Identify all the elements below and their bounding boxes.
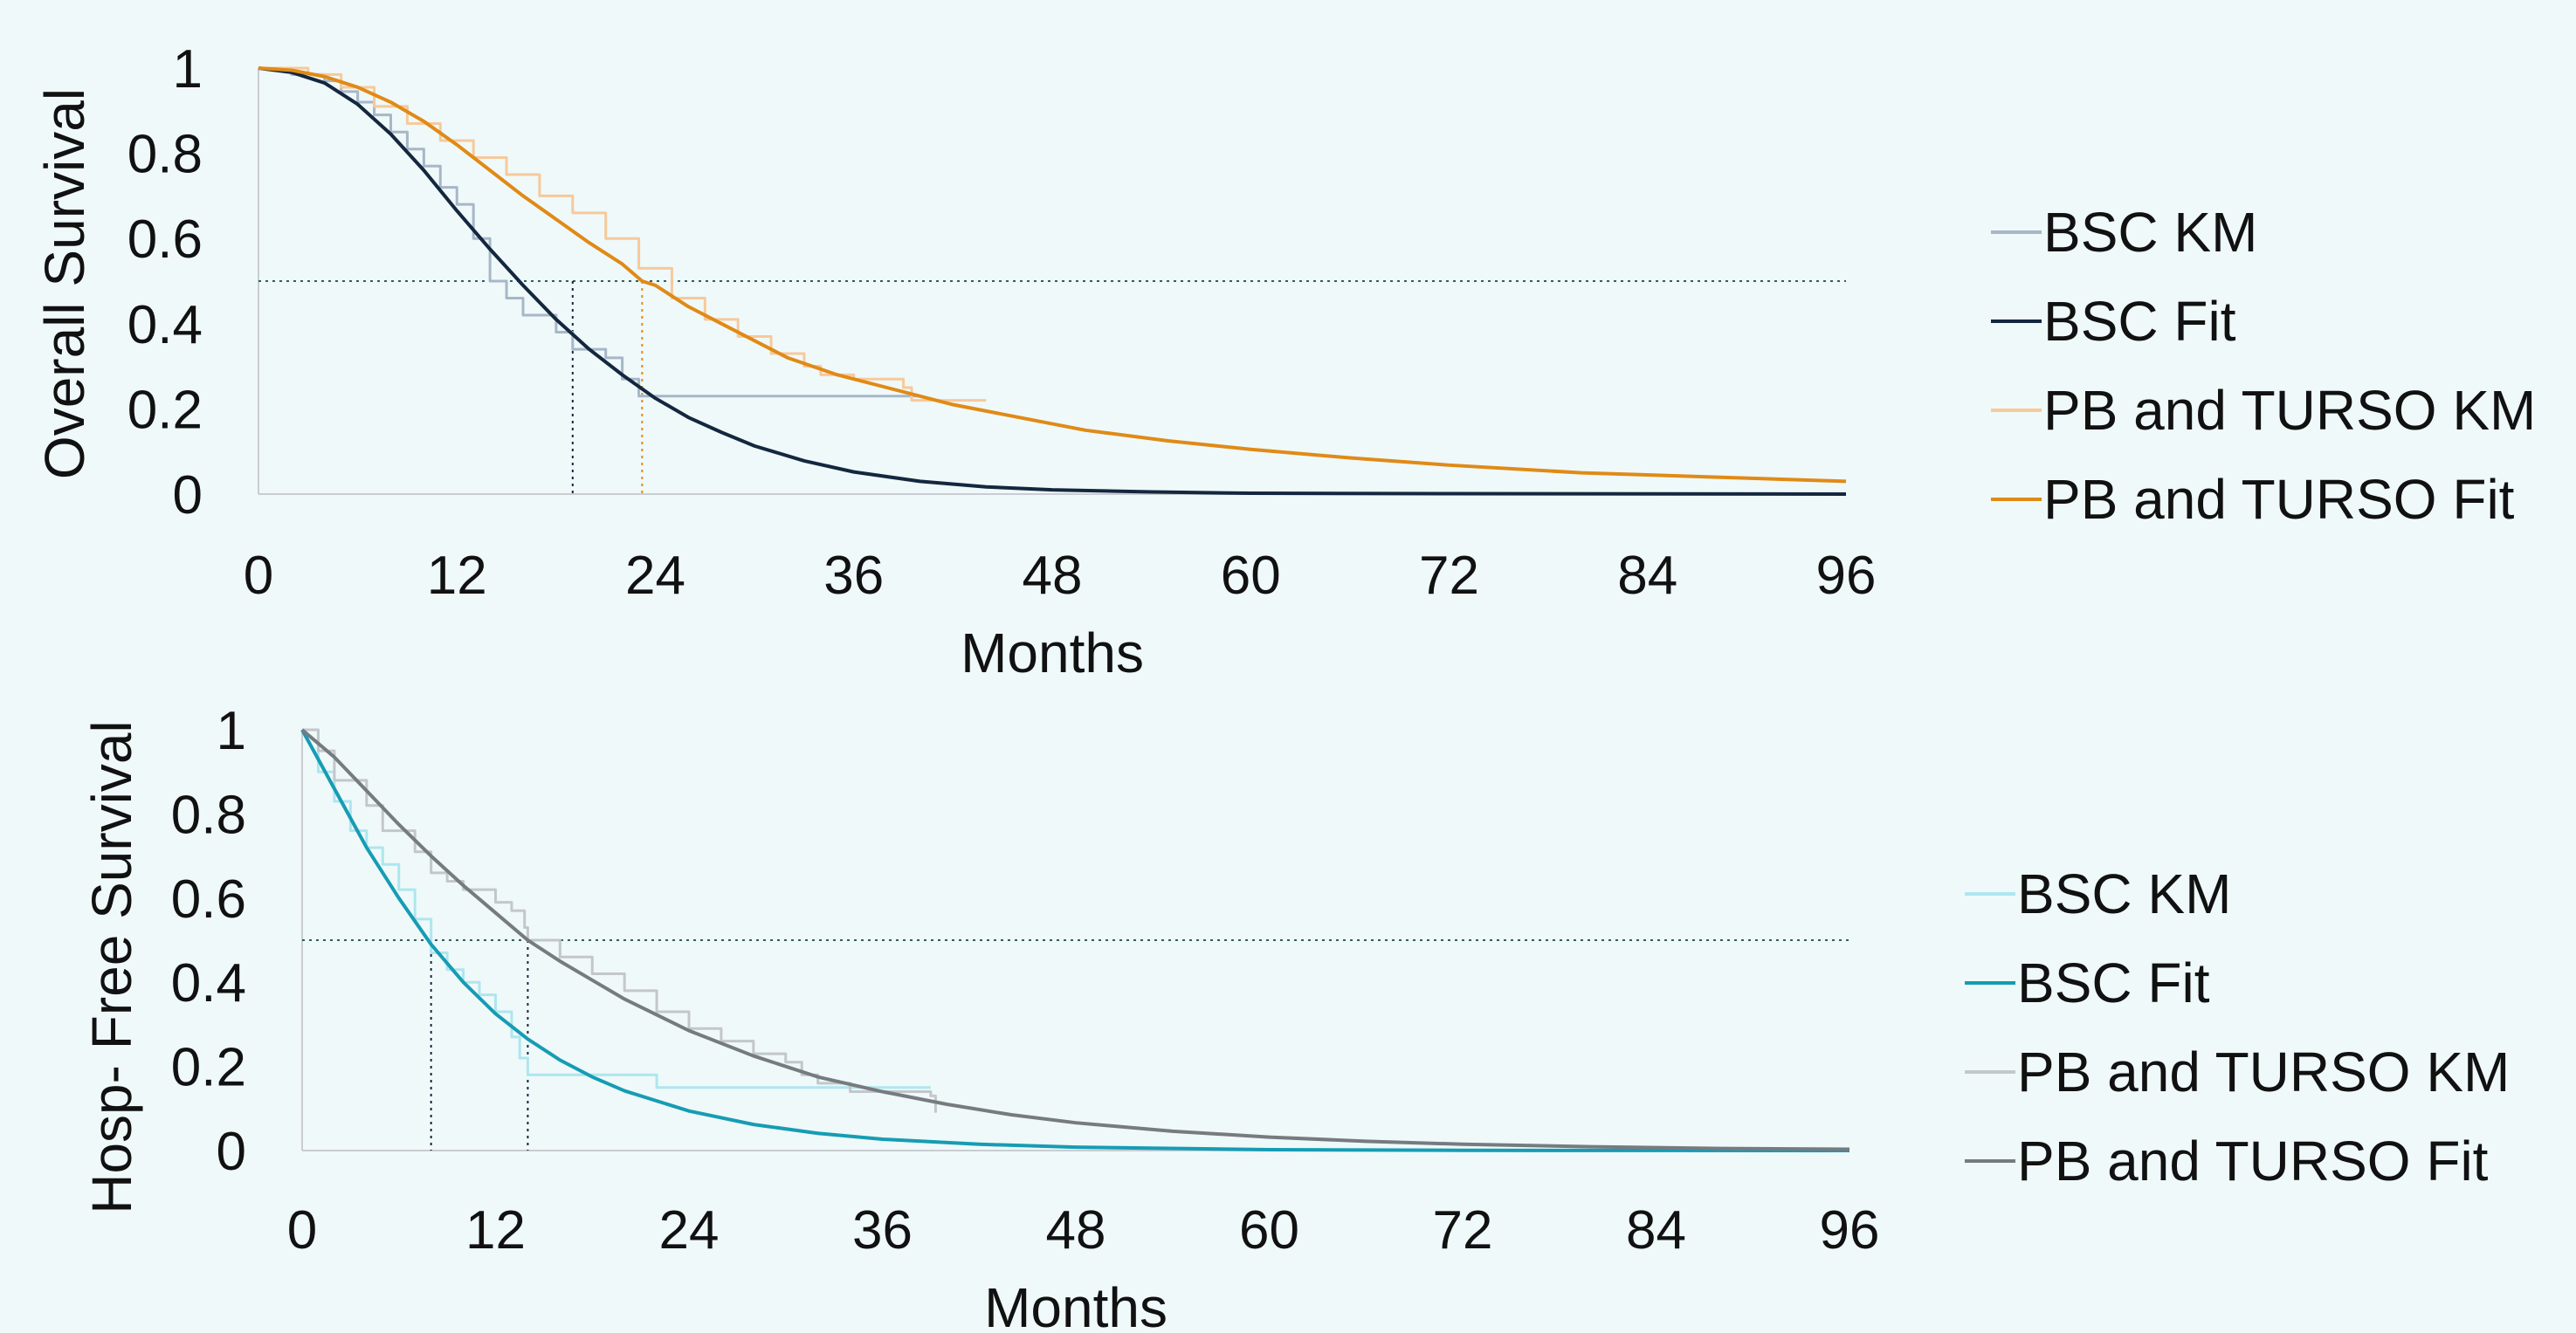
- series-line-bsc-fit: [258, 66, 1847, 496]
- y-tick-label: 1: [217, 701, 246, 761]
- series-line-pb-and-turso-fit: [258, 66, 1847, 484]
- x-tick-label: 12: [465, 1200, 526, 1261]
- x-tick-label: 96: [1820, 1200, 1880, 1261]
- y-tick-label: 0.6: [127, 210, 203, 270]
- series-line-bsc-km: [302, 728, 931, 1089]
- y-tick-label: 1: [173, 39, 203, 100]
- x-tick-label: 36: [852, 1200, 913, 1261]
- x-tick-label: 24: [625, 546, 685, 606]
- x-tick-label: 36: [823, 546, 884, 606]
- legend: BSC KM BSC Fit PB and TURSO KM PB and TURSO…: [1965, 862, 2510, 1192]
- hosp-free-survival-chart: Hosp- Free Survival Months 0 0.2 0.4 0.6 0.8…: [80, 701, 2510, 1333]
- y-tick-label: 0.4: [171, 953, 246, 1013]
- legend-label: PB and TURSO Fit: [2017, 1130, 2489, 1192]
- y-tick-label: 0.2: [171, 1038, 246, 1098]
- x-tick-label: 72: [1433, 1200, 1493, 1261]
- y-tick-label: 0.8: [171, 785, 246, 845]
- x-tick-label: 24: [659, 1200, 720, 1261]
- y-tick-label: 0: [173, 465, 203, 526]
- series-line-pb-and-turso-km: [302, 728, 937, 1113]
- legend-label: PB and TURSO KM: [2017, 1041, 2510, 1103]
- y-tick-label: 0: [217, 1122, 246, 1182]
- x-axis-title: Months: [984, 1276, 1167, 1333]
- series-line-pb-and-turso-fit: [300, 728, 1850, 1151]
- legend-label: BSC Fit: [2043, 290, 2236, 353]
- x-tick-label: 48: [1023, 546, 1083, 606]
- x-tick-label: 84: [1626, 1200, 1686, 1261]
- y-tick-label: 0.2: [127, 380, 203, 440]
- x-tick-label: 48: [1046, 1200, 1106, 1261]
- legend-label: BSC KM: [2043, 201, 2257, 264]
- y-tick-label: 0.8: [127, 125, 203, 185]
- x-tick-label: 72: [1419, 546, 1479, 606]
- y-tick-label: 0.6: [171, 869, 246, 930]
- legend: BSC KM BSC Fit PB and TURSO KM PB and TURSO…: [1991, 201, 2536, 531]
- legend-label: BSC KM: [2017, 862, 2231, 925]
- x-axis-title: Months: [961, 622, 1144, 684]
- legend-label: PB and TURSO Fit: [2043, 468, 2515, 531]
- series-line-bsc-fit: [300, 729, 1850, 1152]
- overall-survival-chart: Overall Survival Months 0 0.2 0.4 0.6 0.8 1 0 1…: [33, 39, 2536, 684]
- x-tick-label: 60: [1239, 1200, 1299, 1261]
- legend-label: BSC Fit: [2017, 952, 2210, 1014]
- series-line-pb-and-turso-km: [258, 66, 987, 402]
- x-tick-label: 12: [427, 546, 487, 606]
- y-axis-title: Overall Survival: [33, 88, 96, 479]
- y-tick-label: 0.4: [127, 295, 203, 355]
- x-tick-label: 0: [287, 1200, 317, 1261]
- y-axis-title: Hosp- Free Survival: [80, 720, 143, 1214]
- legend-label: PB and TURSO KM: [2043, 379, 2536, 442]
- x-tick-label: 96: [1816, 546, 1877, 606]
- x-tick-label: 60: [1221, 546, 1281, 606]
- x-tick-label: 0: [244, 546, 273, 606]
- x-tick-label: 84: [1617, 546, 1677, 606]
